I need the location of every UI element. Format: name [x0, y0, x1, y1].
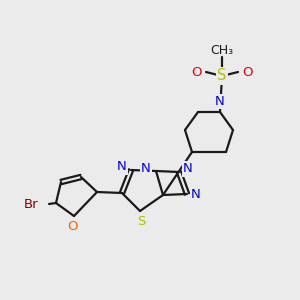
- Text: Br: Br: [23, 197, 38, 211]
- Text: N: N: [191, 188, 201, 202]
- Text: S: S: [137, 215, 145, 228]
- Text: N: N: [183, 163, 193, 176]
- Text: N: N: [141, 161, 151, 175]
- Text: O: O: [67, 220, 77, 233]
- Text: S: S: [217, 68, 227, 83]
- Text: CH₃: CH₃: [210, 44, 234, 57]
- Text: O: O: [191, 65, 202, 79]
- Text: N: N: [215, 95, 225, 108]
- Text: O: O: [242, 65, 253, 79]
- Text: N: N: [117, 160, 127, 173]
